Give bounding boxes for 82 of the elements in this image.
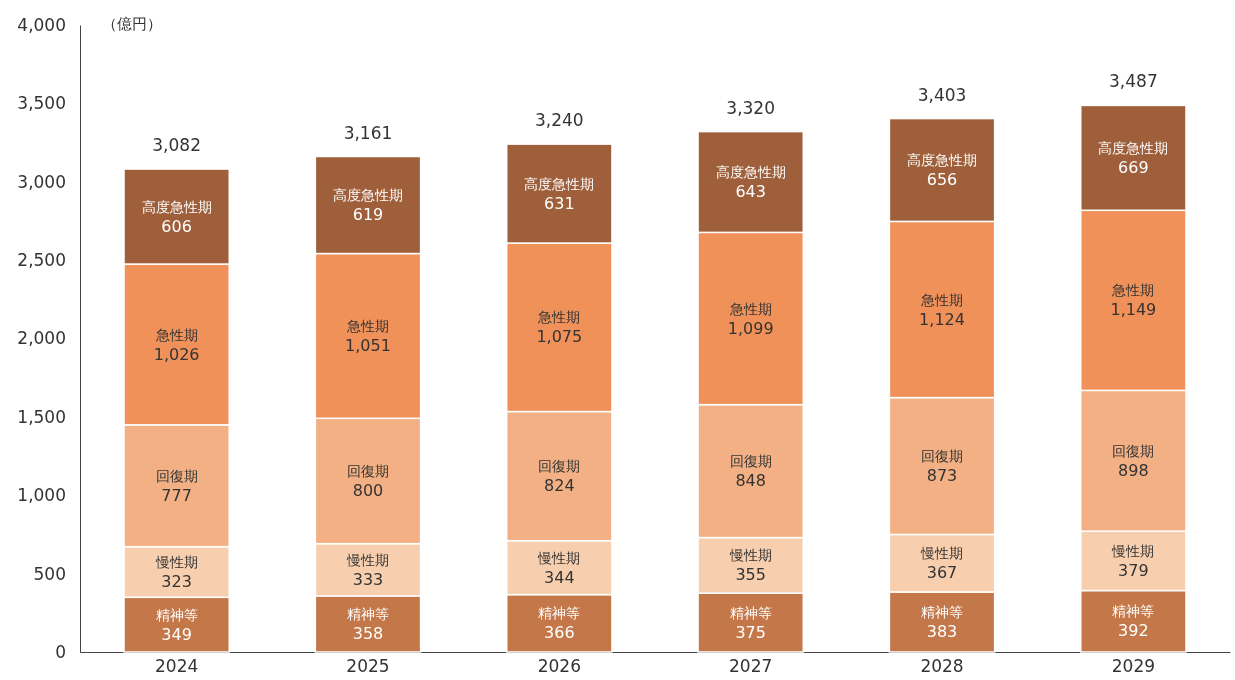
data-label: 333 [352,569,384,589]
data-label: 1,099 [727,318,774,338]
text: 精神等 [538,605,581,622]
data-label: 375 [735,622,766,642]
text: 精神等 [1112,603,1155,620]
data-label: 873 [926,466,958,486]
text: 回復期 [346,463,389,480]
y-tick-label: 1,500 [17,406,66,427]
data-label: 1,051 [345,336,391,356]
series-label: 精神等 [155,606,198,623]
data-label: 631 [544,193,575,213]
text: 慢性期 [921,545,964,562]
text: 回復期 [921,448,964,465]
series-label: 高度急性期 [1098,139,1169,156]
x-tick-label: 2026 [537,656,581,677]
text: 回復期 [155,467,198,484]
total-label: 3,161 [343,122,393,143]
text: 高度急性期 [332,187,403,204]
y-tick-label: 4,000 [17,14,66,35]
total-label: 3,240 [534,110,584,131]
data-label: 848 [735,471,766,491]
data-label: 824 [544,476,575,496]
total-label: 3,082 [152,135,201,156]
y-tick-label: 500 [33,563,66,584]
y-tick-label: 3,500 [17,93,66,114]
text: 急性期 [729,300,772,317]
text: 精神等 [729,604,772,621]
data-label: 656 [926,170,958,190]
y-axis-title: （億円） [102,15,162,33]
data-label: 383 [926,622,958,642]
data-label: 366 [544,623,575,643]
data-label: 669 [1118,157,1149,177]
data-label: 379 [1118,560,1149,580]
text: 精神等 [346,606,389,623]
text: 慢性期 [538,549,581,566]
data-label: 355 [735,565,766,585]
x-tick-label: 2029 [1111,656,1155,677]
data-label: 344 [544,567,575,587]
text: 高度急性期 [907,152,978,169]
text: 急性期 [538,309,581,326]
data-label: 1,026 [153,344,200,364]
data-label: 358 [352,624,384,644]
text: 高度急性期 [524,175,595,192]
text: 慢性期 [346,551,389,568]
data-label: 643 [735,182,766,202]
text: 慢性期 [729,547,772,564]
y-tick-label: 2,000 [17,328,66,349]
y-tick-label: 3,000 [17,171,66,192]
text: 急性期 [346,318,389,335]
series-label: 急性期 [1111,282,1155,299]
series-label: 回復期 [1112,442,1155,459]
text: 回復期 [538,458,581,475]
total-label: 3,487 [1109,71,1158,92]
y-tick-label: 2,500 [17,250,66,271]
text: 回復期 [729,453,772,470]
total-label: 3,320 [726,97,776,118]
y-tick-label: 0 [55,641,66,662]
data-label: 619 [352,205,384,225]
y-tick-label: 1,000 [17,485,66,506]
data-label: 367 [926,563,958,583]
x-tick-label: 2028 [920,656,964,677]
data-label: 800 [352,481,384,501]
text: 高度急性期 [141,198,212,215]
data-label: 1,149 [1110,300,1157,320]
data-label: 1,075 [536,327,583,347]
data-label: 1,124 [919,309,965,329]
data-label: 898 [1118,460,1149,480]
series-label: 慢性期 [154,554,198,571]
text: 慢性期 [1112,542,1155,559]
x-tick-label: 2025 [346,656,390,677]
data-label: 606 [161,216,192,236]
data-label: 777 [161,485,192,505]
data-label: 392 [1118,621,1149,641]
text: 精神等 [921,604,964,621]
x-tick-label: 2024 [155,656,199,677]
text: 急性期 [155,326,198,343]
text: 急性期 [921,291,964,308]
total-label: 3,403 [917,84,967,105]
data-label: 323 [161,572,192,592]
text: 高度急性期 [715,164,786,181]
x-tick-label: 2027 [729,656,773,677]
data-label: 349 [161,624,192,644]
